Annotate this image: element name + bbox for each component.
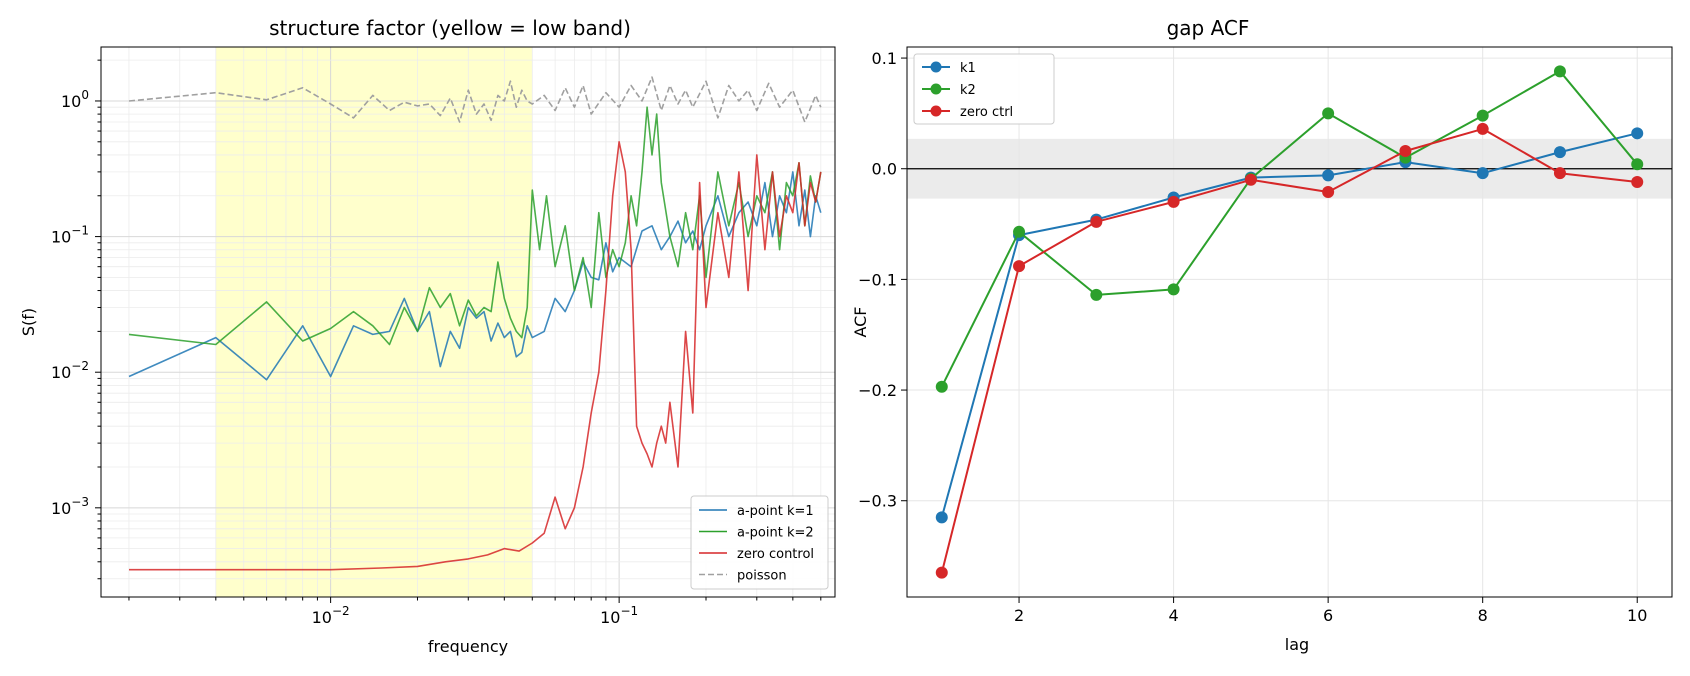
data-point-k2 [1476,109,1489,122]
data-point-k1 [1322,169,1335,182]
data-point-k1 [1553,146,1566,159]
data-point-k2 [1090,288,1103,301]
structure-factor-xlabel: frequency [428,637,508,656]
series-line-zero-ctrl [940,127,1638,573]
gap-acf-panel: gap ACF 2 4 6 8 10 0.1 0.0 −0.1 −0.2 −0.3 lag ACF… [851,16,1673,654]
data-point-zero-ctrl [1399,145,1412,158]
data-point-k1 [1476,167,1489,180]
legend-box [913,53,1055,125]
data-point-k2 [1553,65,1566,78]
gap-acf-axes-frame [906,46,1673,598]
data-point-zero-ctrl [1476,122,1489,135]
structure-factor-ticks: 10−2 10−1 10−3 10−2 10−1 100 [51,59,822,627]
y-tick-label: −0.2 [858,381,897,400]
x-tick-label: 10−2 [312,604,350,627]
y-tick-label: 0.0 [872,160,897,179]
y-tick-label: 10−1 [51,224,89,247]
x-tick-label: 10 [1627,606,1647,625]
series-line-k2 [940,70,1638,388]
legend-label: a-point k=2 [737,526,814,541]
series-line-k1 [940,132,1638,518]
gap-acf-ylabel: ACF [851,306,870,337]
gap-acf-series [935,65,1644,579]
legend-marker [930,83,942,95]
gap-acf-ticks: 2 4 6 8 10 0.1 0.0 −0.1 −0.2 −0.3 [858,49,1647,625]
data-point-zero-ctrl [1167,195,1180,208]
structure-factor-panel: structure factor (yellow = low band) 10−… [19,16,836,656]
y-tick-label: 10−2 [51,359,89,382]
y-tick-label: 0.1 [872,49,897,68]
data-point-zero-ctrl [1553,167,1566,180]
structure-factor-series [128,76,822,571]
data-point-zero-ctrl [1322,185,1335,198]
data-point-k2 [1631,158,1644,171]
y-tick-label: −0.1 [858,270,897,289]
legend-box [690,495,829,590]
data-point-k2 [1322,107,1335,120]
x-tick-label: 8 [1478,606,1488,625]
legend-marker [930,61,942,73]
gap-acf-grid [907,47,1672,597]
y-tick-label: 10−3 [51,495,89,518]
x-tick-label: 4 [1168,606,1178,625]
legend-label: k2 [960,83,976,98]
legend-marker [930,105,942,117]
legend-label: k1 [960,61,976,76]
series-line-poisson [128,76,822,123]
series-line-zero-control [129,141,822,571]
y-tick-label: −0.3 [858,492,897,511]
data-point-k2 [1013,225,1026,238]
x-tick-label: 2 [1014,606,1024,625]
data-point-k1 [1631,127,1644,140]
low-band-region [215,47,533,597]
series-line-a-point-k-1 [128,171,822,381]
data-point-k1 [935,511,948,524]
low-band-rect [215,47,533,597]
y-tick-label: 100 [61,88,89,111]
x-tick-label: 6 [1323,606,1333,625]
series-line-a-point-k-2 [128,106,822,346]
data-point-zero-ctrl [1013,260,1026,273]
gap-acf-title: gap ACF [1167,16,1250,40]
data-point-k2 [1167,283,1180,296]
legend-label: zero control [737,547,814,562]
legend-label: zero ctrl [960,105,1013,120]
gap-acf-legend: k1 k2 zero ctrl [913,53,1055,125]
data-point-k2 [935,380,948,393]
data-point-zero-ctrl [1244,173,1257,186]
data-point-zero-ctrl [935,566,948,579]
structure-factor-ylabel: S(f) [19,308,38,336]
legend-label: a-point k=1 [737,504,814,519]
structure-factor-legend: a-point k=1 a-point k=2 zero control poisso… [690,495,829,590]
data-point-zero-ctrl [1090,215,1103,228]
legend-label: poisson [737,569,787,584]
data-point-zero-ctrl [1631,176,1644,189]
structure-factor-title: structure factor (yellow = low band) [269,16,631,40]
x-tick-label: 10−1 [600,604,638,627]
gap-acf-xlabel: lag [1285,635,1309,654]
